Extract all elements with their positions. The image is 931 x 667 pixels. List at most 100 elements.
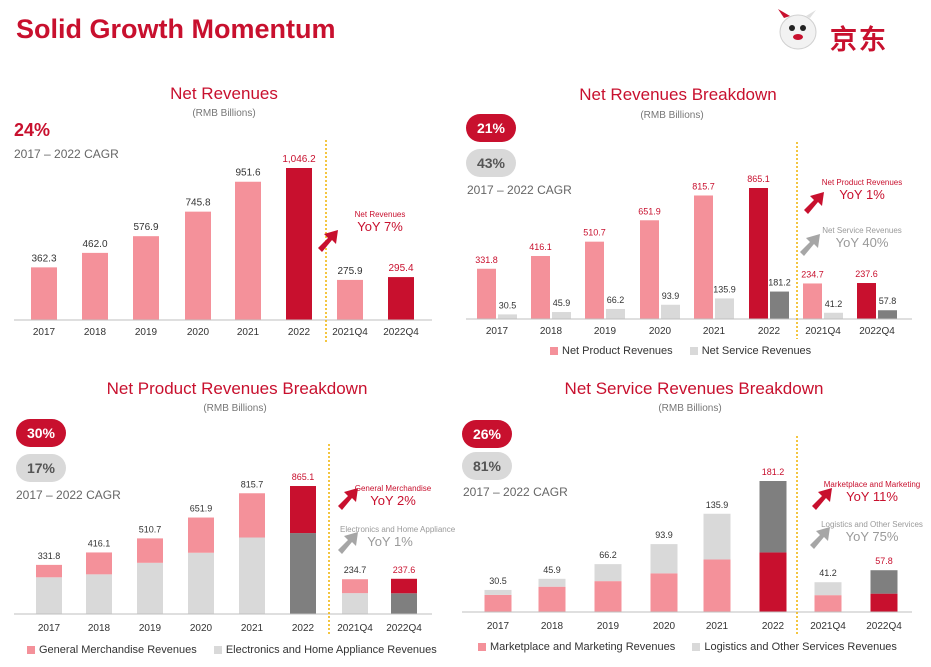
bar-segment xyxy=(594,564,622,582)
bar-segment xyxy=(290,533,316,614)
bar-segment xyxy=(188,552,214,614)
bar-segment xyxy=(759,552,787,612)
data-label: 815.7 xyxy=(692,181,715,191)
tick-label: 2020 xyxy=(649,326,672,337)
bar-segment xyxy=(538,578,566,587)
data-label: 45.9 xyxy=(553,298,571,308)
bar-segment xyxy=(137,562,163,614)
bar-product xyxy=(749,188,768,319)
arrow-up-icon xyxy=(804,192,824,214)
cagr-value: 24% xyxy=(14,120,51,140)
data-label: 66.2 xyxy=(607,295,625,305)
cagr-label: 2017 – 2022 CAGR xyxy=(14,147,119,161)
cagr-badge-product: 21% xyxy=(466,114,516,142)
data-label: 234.7 xyxy=(344,565,367,575)
bar-service xyxy=(770,291,789,319)
bar-segment xyxy=(484,594,512,612)
data-label: 416.1 xyxy=(88,538,111,548)
bar-segment xyxy=(239,493,265,538)
bar xyxy=(337,279,363,320)
bar-service xyxy=(552,312,571,319)
chart-unit: (RMB Billions) xyxy=(640,110,704,121)
tick-label: 2020 xyxy=(190,623,213,634)
data-label: 41.2 xyxy=(825,299,843,309)
data-label: 576.9 xyxy=(133,222,158,233)
bar-segment xyxy=(290,486,316,534)
bar xyxy=(185,211,211,320)
bar-segment xyxy=(594,581,622,612)
tick-label: 2022Q4 xyxy=(866,621,902,632)
bar-segment xyxy=(538,586,566,612)
tick-label: 2018 xyxy=(88,623,111,634)
tick-label: 2021 xyxy=(706,621,729,632)
data-label: 93.9 xyxy=(662,291,680,301)
bar-segment xyxy=(703,559,731,612)
tick-label: 2021Q4 xyxy=(337,623,373,634)
arrow-up-icon xyxy=(338,532,358,554)
bar xyxy=(286,168,312,320)
yoy-callout: Marketplace and Marketing YoY 11% xyxy=(823,480,921,504)
data-label: 865.1 xyxy=(292,472,315,482)
data-label: 331.8 xyxy=(38,551,61,561)
bar-service xyxy=(606,308,625,319)
data-label: 237.6 xyxy=(855,269,878,279)
yoy-callout: Net Revenues YoY 7% xyxy=(354,210,406,234)
cagr-badge-eha: 17% xyxy=(16,454,66,482)
bar-segment xyxy=(188,517,214,553)
data-label: 41.2 xyxy=(819,568,837,578)
bar-segment xyxy=(391,578,417,594)
chart-title: Net Product Revenues Breakdown xyxy=(106,379,368,398)
tick-label: 2017 xyxy=(33,327,56,338)
data-label: 181.2 xyxy=(768,278,791,288)
data-label: 745.8 xyxy=(185,198,210,209)
cagr-label: 2017 – 2022 CAGR xyxy=(16,488,121,502)
yoy-callout: General Merchandise YoY 2% xyxy=(354,484,432,508)
tick-label: 2018 xyxy=(541,621,564,632)
bar-segment xyxy=(759,481,787,553)
tick-label: 2018 xyxy=(84,327,107,338)
jd-dog-mascot-icon xyxy=(778,9,817,50)
data-label: 66.2 xyxy=(599,550,617,560)
yoy-callout: Electronics and Home Appliance YoY 1% xyxy=(340,525,456,549)
chart-title: Net Revenues Breakdown xyxy=(579,85,777,104)
tick-label: 2021Q4 xyxy=(810,621,846,632)
data-label: 416.1 xyxy=(529,242,552,252)
bar-segment xyxy=(36,577,62,614)
chart-legend: Marketplace and Marketing Revenues Logis… xyxy=(478,641,911,653)
bar-service xyxy=(878,310,897,319)
tick-label: 2021 xyxy=(241,623,264,634)
tick-label: 2022 xyxy=(292,623,315,634)
data-label: 295.4 xyxy=(388,263,413,274)
bar-product xyxy=(477,268,496,319)
bar-segment xyxy=(86,552,112,575)
tick-label: 2022 xyxy=(288,327,311,338)
yoy-callout: Net Service Revenues YoY 40% xyxy=(822,226,902,250)
data-label: 331.8 xyxy=(475,255,498,265)
data-label: 651.9 xyxy=(638,206,661,216)
bar-segment xyxy=(86,574,112,614)
bar-segment xyxy=(870,570,898,594)
data-label: 815.7 xyxy=(241,479,264,489)
tick-label: 2019 xyxy=(594,326,617,337)
data-label: 510.7 xyxy=(583,228,606,238)
bar-segment xyxy=(239,537,265,614)
bar-segment xyxy=(814,582,842,596)
bar xyxy=(133,236,159,320)
data-label: 234.7 xyxy=(801,269,824,279)
tick-label: 2022Q4 xyxy=(859,326,895,337)
bar-product xyxy=(694,195,713,319)
arrow-up-icon xyxy=(810,527,830,549)
data-label: 30.5 xyxy=(489,576,507,586)
tick-label: 2021Q4 xyxy=(332,327,368,338)
bar-segment xyxy=(650,544,678,574)
bar-segment xyxy=(391,593,417,614)
data-label: 951.6 xyxy=(235,168,260,179)
data-label: 462.0 xyxy=(82,239,107,250)
chart-unit: (RMB Billions) xyxy=(658,403,722,414)
chart-unit: (RMB Billions) xyxy=(192,108,256,119)
page-title: Solid Growth Momentum xyxy=(16,14,336,44)
tick-label: 2022 xyxy=(758,326,781,337)
tick-label: 2020 xyxy=(653,621,676,632)
bar-product xyxy=(640,220,659,319)
tick-label: 2021 xyxy=(703,326,726,337)
